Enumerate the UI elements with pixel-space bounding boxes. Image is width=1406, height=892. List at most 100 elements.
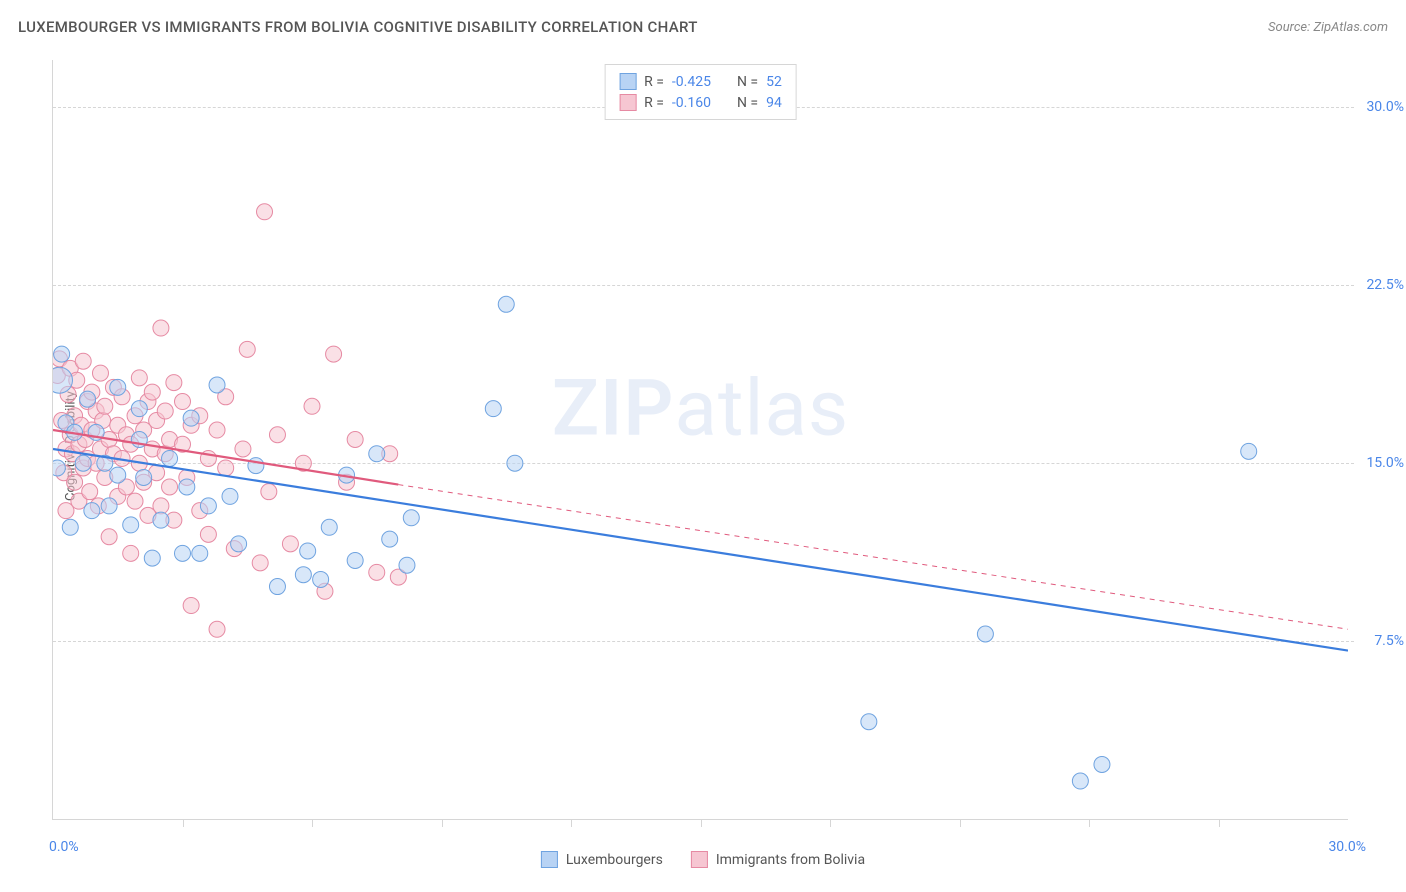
data-point <box>183 410 199 426</box>
data-point <box>175 545 191 561</box>
data-point <box>75 353 91 369</box>
x-tick <box>701 819 702 827</box>
data-point <box>123 517 139 533</box>
data-point <box>200 498 216 514</box>
data-point <box>282 536 298 552</box>
data-point <box>53 460 65 476</box>
data-point <box>209 621 225 637</box>
trend-line <box>398 485 1348 630</box>
data-point <box>403 510 419 526</box>
data-point <box>1072 773 1088 789</box>
data-point <box>192 545 208 561</box>
data-point <box>92 365 108 381</box>
data-point <box>101 529 117 545</box>
data-point <box>209 422 225 438</box>
data-point <box>218 460 234 476</box>
data-point <box>382 531 398 547</box>
data-point <box>166 375 182 391</box>
data-point <box>321 519 337 535</box>
data-point <box>183 598 199 614</box>
data-point <box>861 714 877 730</box>
data-point <box>54 346 70 362</box>
data-point <box>326 346 342 362</box>
data-point <box>131 401 147 417</box>
data-point <box>157 403 173 419</box>
legend-swatch <box>691 851 708 868</box>
y-tick-label: 30.0% <box>1366 99 1404 115</box>
data-point <box>261 484 277 500</box>
data-point <box>131 370 147 386</box>
x-tick <box>960 819 961 827</box>
chart-source: Source: ZipAtlas.com <box>1268 20 1388 35</box>
data-point <box>498 296 514 312</box>
data-point <box>175 394 191 410</box>
data-point <box>110 379 126 395</box>
data-point <box>977 626 993 642</box>
data-point <box>347 432 363 448</box>
stats-row: R = -0.425 N = 52 <box>619 71 782 92</box>
legend-item: Luxembourgers <box>541 851 663 868</box>
data-point <box>257 204 273 220</box>
y-tick-label: 7.5% <box>1374 633 1404 649</box>
correlation-stats-box: R = -0.425 N = 52 R = -0.160 N = 94 <box>604 64 797 120</box>
data-point <box>127 493 143 509</box>
data-point <box>313 571 329 587</box>
data-point <box>97 398 113 414</box>
x-tick <box>312 819 313 827</box>
data-point <box>269 579 285 595</box>
data-point <box>179 479 195 495</box>
y-tick-label: 15.0% <box>1366 455 1404 471</box>
data-point <box>153 498 169 514</box>
x-tick <box>1089 819 1090 827</box>
r-value: -0.425 <box>672 74 711 90</box>
n-value: 52 <box>766 74 782 90</box>
scatter-plot-svg <box>53 60 1348 819</box>
data-point <box>123 545 139 561</box>
x-tick <box>1219 819 1220 827</box>
data-point <box>162 450 178 466</box>
data-point <box>304 398 320 414</box>
data-point <box>347 552 363 568</box>
data-point <box>269 427 285 443</box>
data-point <box>295 567 311 583</box>
legend-label: Luxembourgers <box>566 852 663 868</box>
x-axis-max-label: 30.0% <box>1328 839 1366 855</box>
x-tick <box>183 819 184 827</box>
data-point <box>239 341 255 357</box>
trend-line <box>53 449 1348 651</box>
swatch-series-2 <box>619 94 636 111</box>
legend-label: Immigrants from Bolivia <box>716 852 865 868</box>
data-point <box>84 503 100 519</box>
x-tick <box>571 819 572 827</box>
data-point <box>67 474 83 490</box>
legend-item: Immigrants from Bolivia <box>691 851 865 868</box>
data-point <box>153 512 169 528</box>
data-point <box>1094 756 1110 772</box>
data-point <box>144 384 160 400</box>
data-point <box>144 550 160 566</box>
data-point <box>75 455 91 471</box>
data-point <box>200 526 216 542</box>
y-tick-label: 22.5% <box>1366 277 1404 293</box>
chart-header: LUXEMBOURGER VS IMMIGRANTS FROM BOLIVIA … <box>18 18 1388 36</box>
x-tick <box>442 819 443 827</box>
data-point <box>248 458 264 474</box>
data-point <box>101 498 117 514</box>
data-point <box>222 488 238 504</box>
data-point <box>485 401 501 417</box>
n-value: 94 <box>766 95 782 111</box>
x-tick <box>830 819 831 827</box>
data-point <box>300 543 316 559</box>
swatch-series-1 <box>619 73 636 90</box>
data-point <box>80 391 96 407</box>
data-point <box>110 467 126 483</box>
data-point <box>62 519 78 535</box>
data-point <box>209 377 225 393</box>
legend: Luxembourgers Immigrants from Bolivia <box>541 851 865 868</box>
r-value: -0.160 <box>672 95 711 111</box>
data-point <box>136 469 152 485</box>
x-axis-min-label: 0.0% <box>49 839 79 855</box>
chart-title: LUXEMBOURGER VS IMMIGRANTS FROM BOLIVIA … <box>18 18 698 36</box>
data-point <box>1241 443 1257 459</box>
data-point <box>162 479 178 495</box>
